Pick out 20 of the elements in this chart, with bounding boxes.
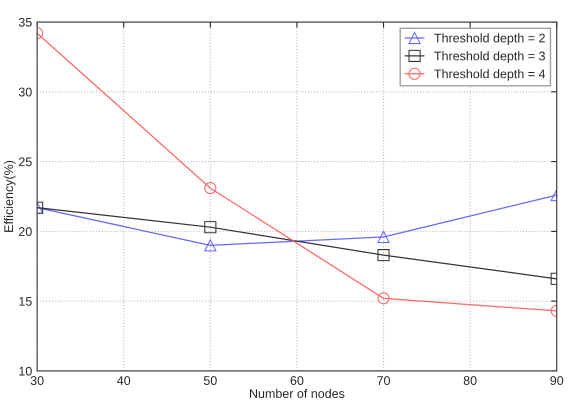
y-tick-label: 15 bbox=[19, 297, 32, 306]
x-tick-label: 40 bbox=[117, 376, 130, 385]
legend-label: Threshold depth = 3 bbox=[434, 51, 545, 63]
x-tick-label: 30 bbox=[30, 376, 44, 385]
point bbox=[377, 249, 390, 262]
y-tick-label: 20 bbox=[18, 227, 32, 236]
legend-label: Threshold depth = 4 bbox=[434, 69, 546, 81]
y-tick-label: 30 bbox=[18, 88, 32, 96]
legend-label: Threshold depth = 2 bbox=[434, 33, 545, 45]
y-tick-label: 25 bbox=[18, 157, 32, 166]
y-tick-label: 10 bbox=[19, 366, 32, 376]
y-tick-label: 35 bbox=[18, 18, 32, 27]
y-axis-title: Efficiency(%) bbox=[4, 160, 16, 232]
x-tick-label: 50 bbox=[204, 376, 217, 385]
x-tick-label: 70 bbox=[377, 376, 390, 385]
x-tick-label: 60 bbox=[290, 376, 304, 385]
point bbox=[204, 221, 216, 234]
x-tick-label: 80 bbox=[464, 376, 477, 385]
x-tick-label: 90 bbox=[550, 376, 564, 385]
x-axis-title: Number of nodes bbox=[250, 388, 344, 398]
